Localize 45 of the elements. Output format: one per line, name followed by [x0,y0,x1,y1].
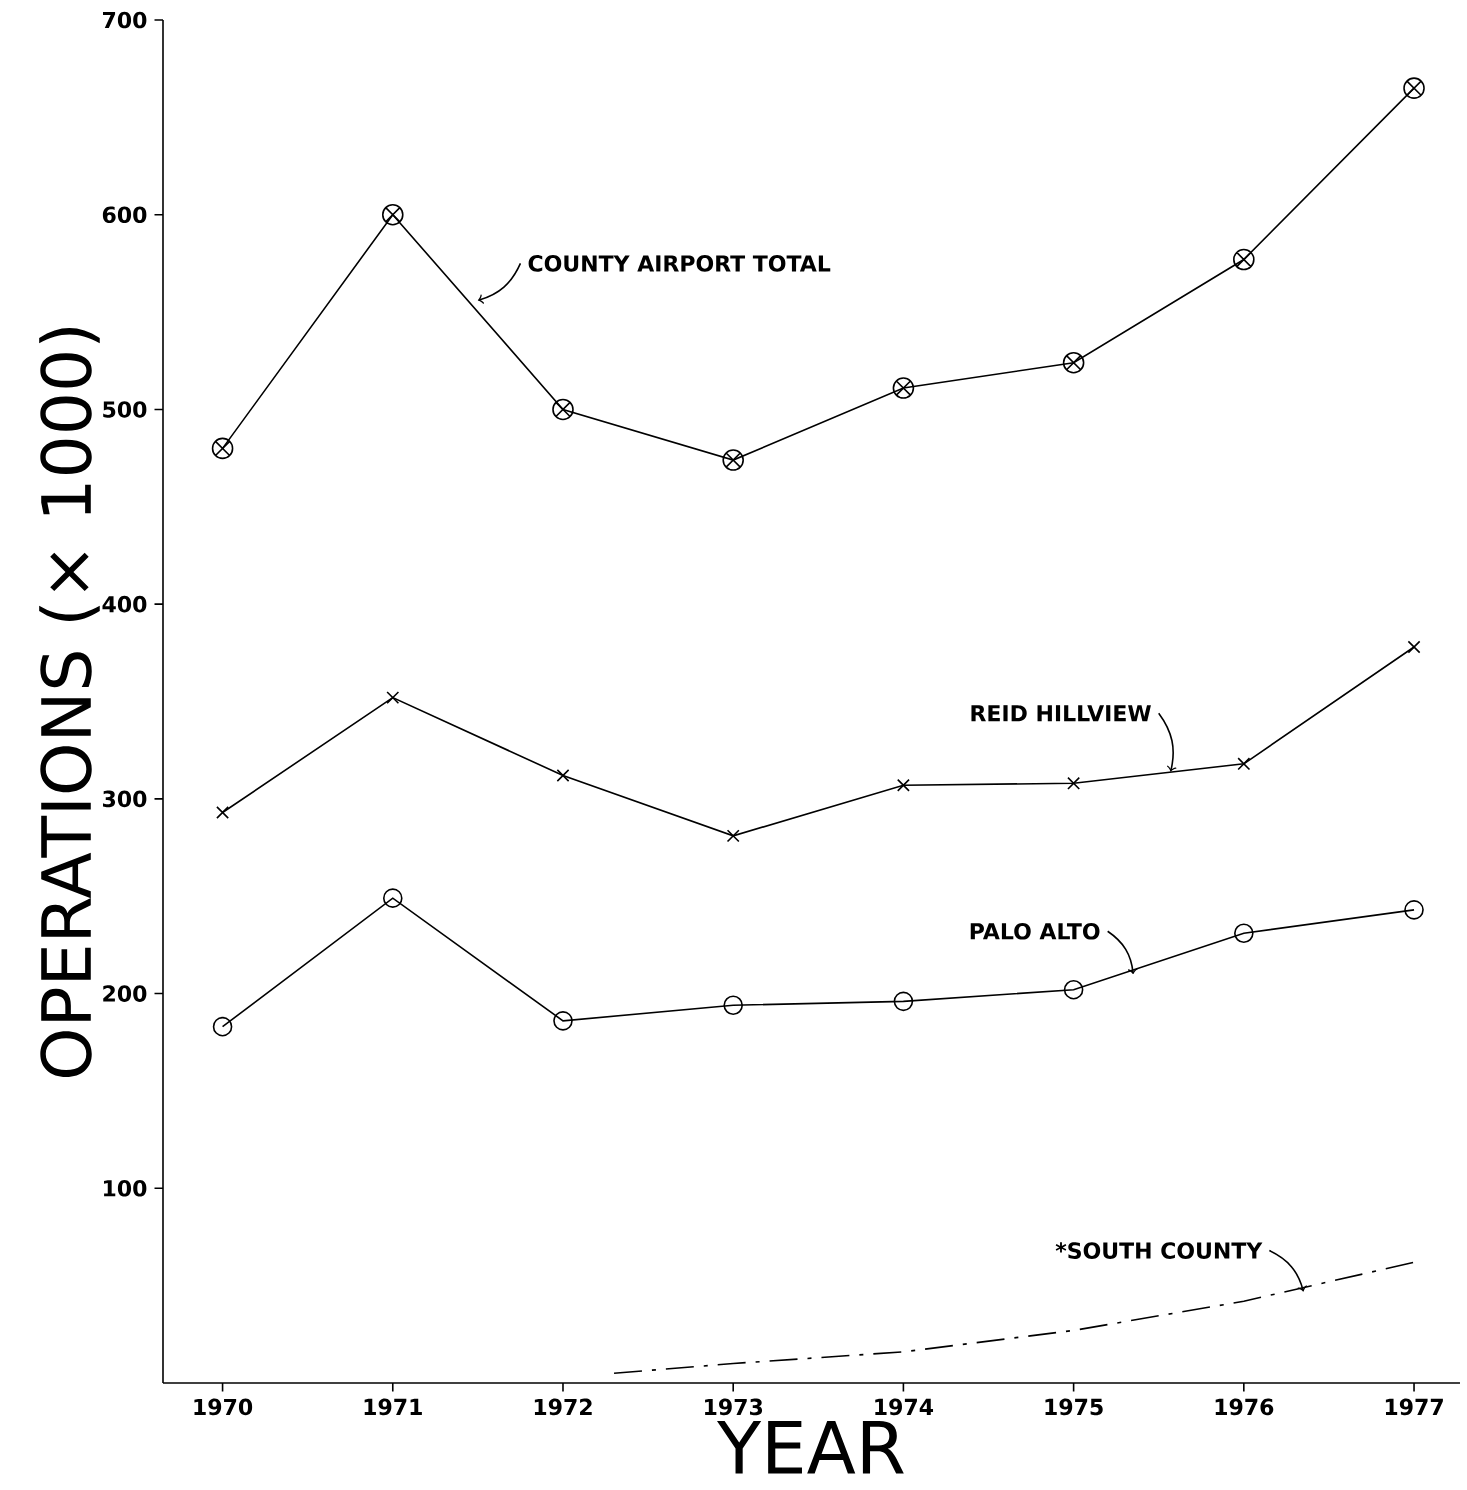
x-tick-label: 1970 [194,1398,253,1416]
point [723,995,743,1016]
point [1234,923,1254,944]
point [552,398,574,421]
point [1403,77,1425,99]
x-tick-label: 1975 [1045,1398,1103,1416]
x-axis-title: YEAR [716,1420,904,1474]
point [556,769,570,782]
point [381,203,404,226]
point [1404,900,1424,920]
point [892,377,915,399]
y-tick-label: 600 [102,206,147,224]
x-tick-label: 1971 [364,1398,422,1416]
y-tick-label: 700 [102,11,147,29]
x-tick-label: 1973 [705,1398,763,1416]
series-label: *SOUTH COUNTY [1055,1242,1263,1259]
x-tick-label: 1972 [534,1398,592,1416]
y-tick-label: 400 [102,595,147,613]
x-tick-label: 1976 [1215,1398,1274,1416]
x-tick-label: 1977 [1385,1398,1443,1416]
point [1237,757,1251,771]
x-tick-label: 1974 [875,1398,934,1416]
text: REID HILLVIEW [971,705,1151,722]
point [1067,776,1081,790]
y-tick-label: 200 [103,985,147,1002]
point [1063,979,1084,1000]
point [386,691,400,705]
point [212,1016,233,1037]
point [1407,640,1421,654]
point [722,449,744,471]
point [553,1011,573,1031]
point [211,437,234,460]
y-tick-label: 100 [104,1179,147,1197]
point [1062,351,1085,374]
y-tick-label: 300 [102,790,147,808]
point [896,778,910,792]
point [726,829,740,843]
point [382,888,403,908]
y-tick-label: 500 [103,401,147,418]
series-label: PALO ALTO [970,922,1100,940]
text: COUNTY AIRPORT TOTAL [528,255,831,272]
y-axis-title: OPERATIONS (× 1000) [39,328,100,1078]
point [1233,248,1255,271]
point [216,806,230,819]
point [893,991,914,1012]
